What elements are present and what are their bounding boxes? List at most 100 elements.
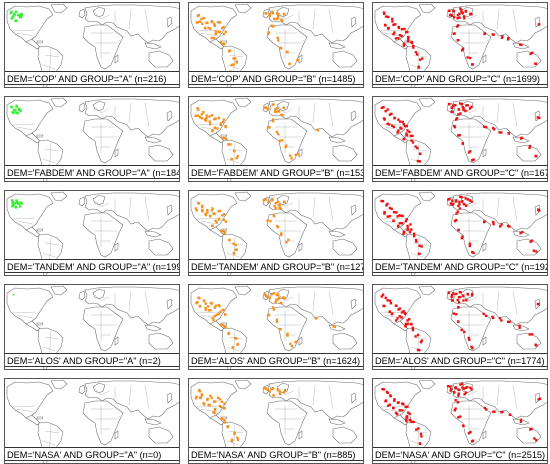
site-marker bbox=[218, 21, 222, 24]
country-border bbox=[226, 440, 240, 446]
site-marker bbox=[507, 131, 510, 135]
site-marker bbox=[274, 201, 278, 205]
site-marker bbox=[194, 207, 198, 210]
landmass bbox=[418, 97, 436, 108]
landmass bbox=[50, 97, 68, 108]
site-marker bbox=[462, 299, 465, 302]
site-marker bbox=[521, 230, 524, 234]
landmass bbox=[78, 196, 86, 207]
site-marker bbox=[452, 10, 456, 13]
site-marker bbox=[520, 43, 523, 46]
world-map bbox=[374, 285, 547, 369]
site-marker bbox=[9, 11, 13, 15]
site-marker bbox=[446, 385, 450, 388]
site-marker bbox=[452, 292, 455, 295]
site-marker bbox=[297, 152, 300, 156]
site-marker bbox=[18, 108, 21, 111]
site-marker bbox=[535, 344, 538, 347]
country-border bbox=[196, 405, 220, 408]
site-marker bbox=[538, 397, 542, 400]
landmass bbox=[328, 42, 346, 50]
landmass bbox=[350, 298, 357, 310]
site-marker bbox=[205, 114, 208, 117]
site-marker bbox=[530, 239, 534, 242]
site-marker bbox=[212, 36, 216, 40]
site-marker bbox=[412, 420, 415, 424]
site-marker bbox=[214, 32, 218, 36]
site-marker bbox=[464, 197, 467, 200]
site-marker bbox=[454, 118, 458, 121]
country-border bbox=[462, 12, 478, 20]
site-marker bbox=[457, 228, 460, 232]
site-marker bbox=[457, 306, 460, 309]
site-marker bbox=[278, 296, 281, 300]
site-marker bbox=[483, 406, 487, 410]
site-marker bbox=[392, 210, 396, 214]
landmass bbox=[6, 5, 54, 44]
site-marker bbox=[383, 210, 386, 214]
site-marker bbox=[405, 416, 409, 419]
country-border bbox=[12, 29, 36, 32]
site-marker bbox=[264, 387, 268, 390]
site-marker bbox=[224, 30, 228, 34]
site-marker bbox=[506, 38, 510, 41]
site-marker bbox=[280, 18, 283, 21]
site-marker bbox=[402, 232, 405, 236]
site-marker bbox=[234, 248, 237, 252]
landmass bbox=[450, 400, 492, 446]
country-border bbox=[512, 196, 518, 222]
site-marker bbox=[411, 328, 415, 332]
site-marker bbox=[270, 387, 274, 391]
site-marker bbox=[207, 26, 210, 30]
country-border bbox=[462, 388, 478, 396]
site-marker bbox=[222, 218, 226, 222]
site-marker bbox=[397, 25, 400, 29]
site-marker bbox=[271, 197, 274, 201]
site-marker bbox=[213, 306, 217, 309]
site-marker bbox=[391, 17, 394, 21]
map-panel: DEM='TANDEM' AND GROUP="B" (n=1276) bbox=[188, 190, 364, 276]
site-marker bbox=[467, 151, 471, 154]
landmass bbox=[148, 50, 174, 68]
site-marker bbox=[275, 298, 278, 301]
country-border bbox=[128, 384, 132, 406]
site-marker bbox=[267, 31, 270, 34]
site-marker bbox=[211, 316, 214, 320]
site-marker bbox=[19, 16, 23, 19]
site-marker bbox=[458, 200, 461, 203]
site-marker bbox=[528, 146, 531, 149]
site-marker bbox=[402, 44, 406, 47]
site-marker bbox=[209, 27, 212, 30]
site-marker bbox=[406, 129, 409, 132]
site-marker bbox=[388, 113, 392, 116]
site-marker bbox=[390, 112, 393, 116]
site-marker bbox=[393, 117, 396, 120]
landmass bbox=[298, 336, 303, 346]
site-marker bbox=[227, 332, 230, 336]
site-marker bbox=[457, 134, 460, 137]
site-marker bbox=[410, 420, 413, 423]
site-marker bbox=[452, 16, 456, 19]
site-marker bbox=[454, 387, 458, 390]
site-marker bbox=[210, 36, 213, 40]
map-panel: DEM='TANDEM' AND GROUP="A" (n=199) bbox=[4, 190, 180, 276]
site-marker bbox=[471, 294, 474, 297]
map-panel: DEM='FABDEM' AND GROUP="A" (n=184) bbox=[4, 96, 180, 182]
site-marker bbox=[471, 439, 475, 442]
site-marker bbox=[392, 23, 395, 26]
site-marker bbox=[16, 13, 20, 17]
site-marker bbox=[408, 231, 412, 234]
site-marker bbox=[219, 123, 222, 127]
site-marker bbox=[288, 62, 291, 65]
site-marker bbox=[222, 118, 226, 121]
site-marker bbox=[278, 392, 282, 396]
site-marker bbox=[384, 15, 388, 18]
site-marker bbox=[278, 206, 281, 210]
landmass bbox=[6, 287, 54, 326]
landmass bbox=[114, 54, 119, 64]
site-marker bbox=[418, 160, 421, 163]
site-marker bbox=[333, 325, 337, 329]
landmass bbox=[350, 392, 357, 404]
landmass bbox=[332, 426, 358, 444]
site-marker bbox=[471, 159, 474, 162]
